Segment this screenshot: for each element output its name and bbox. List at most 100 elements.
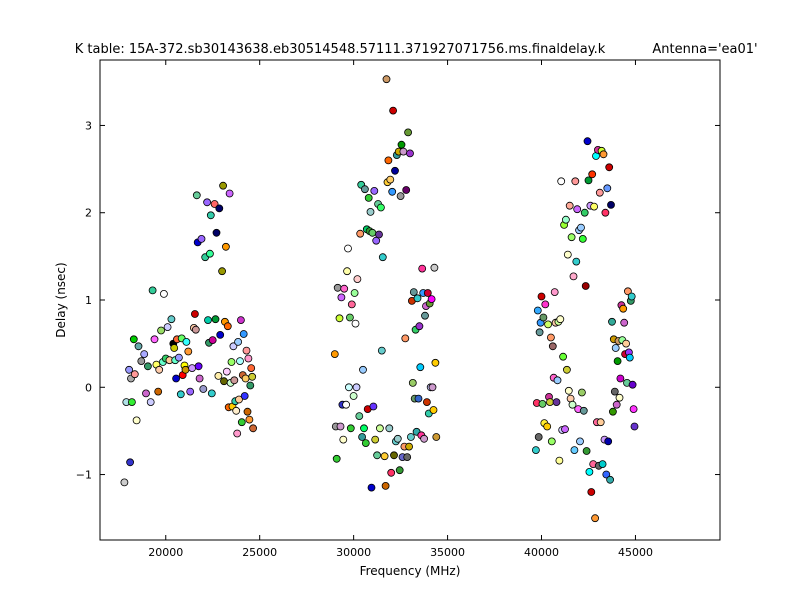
data-point-228 [556, 315, 565, 324]
data-point-124 [358, 433, 367, 441]
data-point-6 [129, 335, 138, 344]
data-point-300 [624, 287, 632, 296]
data-point-96 [247, 364, 256, 373]
data-point-214 [543, 422, 552, 431]
data-point-170 [402, 186, 411, 194]
data-point-118 [351, 319, 360, 328]
data-point-121 [355, 412, 364, 421]
data-point-45 [192, 191, 201, 200]
data-point-249 [576, 437, 584, 446]
data-point-93 [244, 354, 253, 363]
data-point-283 [608, 317, 616, 326]
data-point-70 [222, 367, 231, 376]
data-point-174 [406, 149, 414, 158]
data-point-11 [140, 350, 149, 359]
x-tick-label: 35000 [430, 546, 465, 559]
data-point-273 [598, 460, 607, 469]
data-point-143 [375, 424, 384, 433]
data-point-165 [397, 140, 406, 149]
data-point-50 [199, 385, 208, 393]
data-point-257 [583, 137, 592, 146]
data-point-22 [159, 289, 168, 298]
data-point-149 [382, 75, 391, 84]
data-point-116 [349, 392, 358, 400]
data-point-89 [240, 392, 249, 400]
y-axis-label: Delay (nsec) [54, 262, 68, 337]
data-point-256 [582, 447, 591, 455]
data-point-218 [547, 333, 555, 342]
data-point-109 [342, 400, 351, 409]
data-point-137 [370, 186, 379, 195]
data-point-277 [602, 470, 611, 479]
data-point-244 [571, 177, 580, 186]
data-point-207 [535, 328, 544, 337]
data-point-92 [243, 407, 252, 416]
data-point-73 [225, 189, 234, 198]
data-point-238 [565, 201, 574, 210]
data-point-52 [203, 198, 212, 207]
data-point-12 [142, 389, 150, 398]
y-tick-label: 1 [85, 294, 92, 307]
data-point-253 [579, 406, 588, 415]
data-point-274 [599, 150, 608, 159]
data-point-237 [564, 386, 573, 395]
data-point-56 [206, 211, 215, 220]
data-point-289 [613, 357, 622, 366]
data-point-202 [432, 433, 441, 441]
data-point-222 [550, 288, 559, 297]
data-point-39 [184, 347, 193, 356]
data-point-242 [569, 272, 578, 281]
data-point-88 [239, 330, 248, 338]
data-point-85 [236, 316, 245, 325]
y-tick-label: 2 [85, 207, 92, 220]
data-point-233 [561, 425, 569, 434]
data-point-30 [172, 374, 181, 383]
data-point-10 [137, 357, 146, 366]
data-point-120 [353, 275, 362, 284]
data-point-125 [359, 365, 367, 374]
data-point-219 [547, 437, 556, 446]
data-point-198 [428, 383, 437, 392]
data-point-138 [371, 435, 380, 444]
data-point-8 [132, 416, 141, 425]
data-point-178 [409, 288, 418, 297]
data-point-84 [236, 357, 244, 366]
data-point-81 [233, 429, 242, 438]
data-point-220 [548, 342, 557, 351]
data-point-142 [375, 230, 383, 239]
data-point-296 [620, 318, 629, 327]
data-point-227 [555, 456, 564, 465]
data-point-33 [176, 390, 185, 399]
data-point-187 [418, 264, 427, 273]
data-point-144 [376, 203, 385, 212]
data-point-107 [339, 435, 348, 444]
data-point-135 [368, 228, 377, 237]
data-point-243 [570, 446, 579, 455]
data-point-122 [356, 229, 365, 238]
data-point-184 [415, 322, 424, 331]
data-point-112 [344, 383, 353, 392]
data-point-156 [389, 106, 398, 115]
data-point-295 [619, 304, 628, 313]
data-point-182 [413, 294, 422, 303]
data-point-146 [378, 253, 387, 262]
data-point-206 [534, 433, 543, 441]
data-point-80 [232, 406, 241, 415]
data-point-261 [587, 488, 596, 496]
data-point-151 [384, 156, 393, 165]
data-point-302 [625, 353, 634, 362]
data-point-279 [604, 437, 613, 446]
data-point-215 [544, 320, 552, 329]
data-point-250 [577, 223, 585, 232]
data-point-235 [563, 365, 571, 374]
data-point-169 [401, 334, 410, 343]
data-point-9 [134, 342, 143, 351]
data-point-136 [369, 402, 378, 411]
axis-ticks: 20000 25000 30000 35000 40000 45000 −1 0 1 2 3 [76, 60, 720, 559]
chart-title: K table: 15A-372.sb30143638.eb30514548.5… [75, 42, 606, 57]
data-point-28 [170, 344, 179, 352]
data-point-211 [539, 313, 548, 322]
data-point-94 [245, 415, 254, 424]
data-point-64 [216, 330, 225, 339]
data-point-61 [212, 228, 221, 237]
